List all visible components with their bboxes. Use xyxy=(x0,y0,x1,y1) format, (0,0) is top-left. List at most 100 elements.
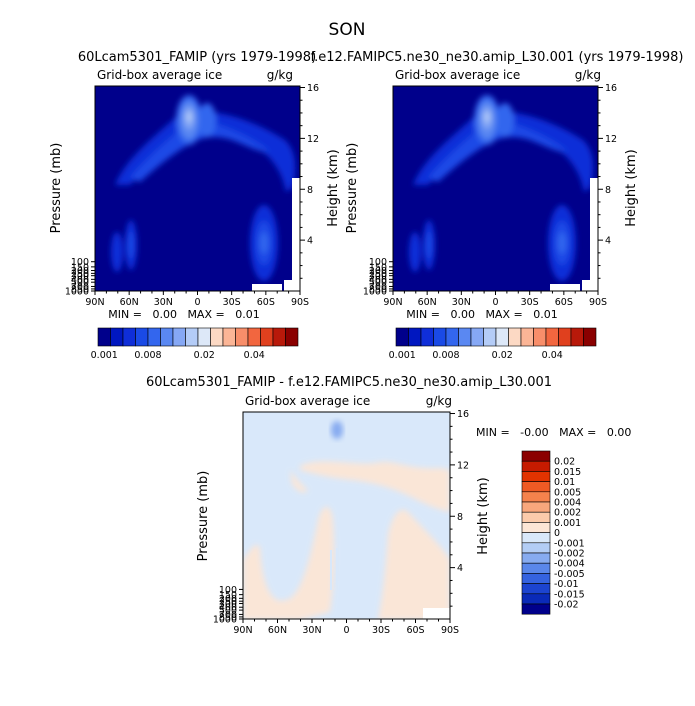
colorbar-swatch xyxy=(533,327,547,347)
pressure-tick-label: 200 xyxy=(71,266,89,277)
colorbar-label: -0.01 xyxy=(554,579,579,590)
lat-tick-label: 30N xyxy=(154,297,173,308)
pressure-tick-label: 1000 xyxy=(65,287,89,298)
lat-tick-label: 90N xyxy=(233,625,252,636)
panel-3-stats: MIN = -0.00 MAX = 0.00 xyxy=(476,426,631,439)
colorbar-swatch xyxy=(521,593,551,605)
colorbar-label: 0.02 xyxy=(492,350,513,361)
panel-3-contour-field xyxy=(243,412,450,619)
panel-1-lat-ticks: 90N 60N 30N 0 30S 60S 90S xyxy=(85,291,309,308)
pressure-tick-label: 200 xyxy=(219,594,237,605)
colorbar-swatch xyxy=(122,327,136,347)
panel-3-title: 60Lcam5301_FAMIP - f.e12.FAMIPC5.ne30_ne… xyxy=(146,375,552,390)
colorbar-label: 0.001 xyxy=(554,518,581,529)
lat-tick-label: 60N xyxy=(268,625,287,636)
colorbar-label: -0.004 xyxy=(554,559,585,570)
panel-2: f.e12.FAMIPC5.ne30_ne30.amip_L30.001 (yr… xyxy=(311,50,684,361)
colorbar-label: 0.02 xyxy=(554,457,575,468)
lat-tick-label: 60S xyxy=(257,297,275,308)
lat-tick-label: 60S xyxy=(406,625,424,636)
colorbar-swatch xyxy=(558,327,572,347)
lat-tick-label: 0 xyxy=(492,297,498,308)
colorbar-swatch xyxy=(160,327,174,347)
pressure-tick-label: 400 xyxy=(369,275,387,286)
panel-1-ylabel: Pressure (mb) xyxy=(49,143,64,234)
colorbar-label: 0.001 xyxy=(91,350,118,361)
lat-tick-label: 60N xyxy=(418,297,437,308)
lat-tick-label: 30N xyxy=(452,297,471,308)
pressure-tick-label: 850 xyxy=(219,612,237,623)
pressure-tick-label: 400 xyxy=(219,603,237,614)
colorbar-swatch xyxy=(408,327,422,347)
colorbar-label: 0.04 xyxy=(244,350,265,361)
colorbar-swatch xyxy=(521,481,551,493)
colorbar-swatch xyxy=(97,327,111,347)
panel-2-contour-field xyxy=(393,86,598,291)
colorbar-label: 0.008 xyxy=(432,350,459,361)
panel-2-lat-ticks: 90N 60N 30N 0 30S 60S 90S xyxy=(383,291,607,308)
lat-tick-label: 0 xyxy=(194,297,200,308)
pressure-tick-label: 150 xyxy=(219,590,237,601)
panel-1-unit-label: g/kg xyxy=(267,68,293,82)
colorbar-swatch xyxy=(495,327,509,347)
colorbar-swatch xyxy=(110,327,124,347)
pressure-tick-label: 100 xyxy=(71,257,89,268)
panel-2-height-ticks: 16 12 8 4 xyxy=(598,83,617,279)
pressure-tick-label: 250 xyxy=(71,269,89,280)
panel-1-colorbar-labels: 0.001 0.008 0.02 0.04 xyxy=(91,350,265,361)
height-tick-label: 16 xyxy=(307,83,319,94)
height-tick-label: 12 xyxy=(605,134,617,145)
pressure-tick-label: 150 xyxy=(71,262,89,273)
panel-3-ylabel-right: Height (km) xyxy=(476,477,491,554)
pressure-tick-label: 300 xyxy=(369,271,387,282)
colorbar-swatch xyxy=(235,327,249,347)
panel-2-ylabel: Pressure (mb) xyxy=(345,143,360,234)
colorbar-swatch xyxy=(521,491,551,503)
figure-title: SON xyxy=(329,20,366,40)
pressure-tick-label: 150 xyxy=(369,262,387,273)
panel-2-colorbar-labels: 0.001 0.008 0.02 0.04 xyxy=(389,350,563,361)
height-tick-label: 8 xyxy=(307,185,313,196)
panel-2-unit-label: g/kg xyxy=(575,68,601,82)
colorbar-swatch xyxy=(210,327,224,347)
panel-1-stats: MIN = 0.00 MAX = 0.01 xyxy=(108,308,259,321)
panel-1-ylabel-right: Height (km) xyxy=(326,149,341,226)
panel-1: 60Lcam5301_FAMIP (yrs 1979-1998) Grid-bo… xyxy=(49,50,341,361)
colorbar-label: 0.001 xyxy=(389,350,416,361)
pressure-tick-label: 700 xyxy=(219,610,237,621)
colorbar-swatch xyxy=(570,327,584,347)
panel-3-unit-label: g/kg xyxy=(426,394,452,408)
colorbar-swatch xyxy=(420,327,434,347)
colorbar-swatch xyxy=(520,327,534,347)
colorbar-label: 0.01 xyxy=(554,477,575,488)
lat-tick-label: 90S xyxy=(441,625,459,636)
colorbar-label: 0.002 xyxy=(554,508,581,519)
pressure-tick-label: 700 xyxy=(71,282,89,293)
panel-2-left-label: Grid-box average ice xyxy=(395,68,520,82)
lat-tick-label: 90N xyxy=(383,297,402,308)
colorbar-swatch xyxy=(483,327,497,347)
panel-1-title: 60Lcam5301_FAMIP (yrs 1979-1998) xyxy=(78,50,316,65)
colorbar-swatch xyxy=(285,327,299,347)
colorbar-swatch xyxy=(445,327,459,347)
lat-tick-label: 0 xyxy=(343,625,349,636)
panel-1-left-label: Grid-box average ice xyxy=(97,68,222,82)
pressure-tick-label: 100 xyxy=(219,585,237,596)
colorbar-label: 0.015 xyxy=(554,467,581,478)
colorbar-swatch xyxy=(521,583,551,595)
colorbar-label: 0.005 xyxy=(554,487,581,498)
colorbar-swatch xyxy=(521,522,551,533)
colorbar-swatch xyxy=(222,327,236,347)
pressure-tick-label: 300 xyxy=(219,599,237,610)
colorbar-swatch xyxy=(521,511,551,523)
height-tick-label: 8 xyxy=(605,185,611,196)
panel-3-lat-ticks: 90N 60N 30N 0 30S 60S 90S xyxy=(233,619,459,636)
colorbar-label: 0.04 xyxy=(542,350,563,361)
colorbar-label: -0.002 xyxy=(554,549,585,560)
colorbar-swatch xyxy=(508,327,522,347)
colorbar-swatch xyxy=(185,327,199,347)
colorbar-swatch xyxy=(521,603,551,615)
